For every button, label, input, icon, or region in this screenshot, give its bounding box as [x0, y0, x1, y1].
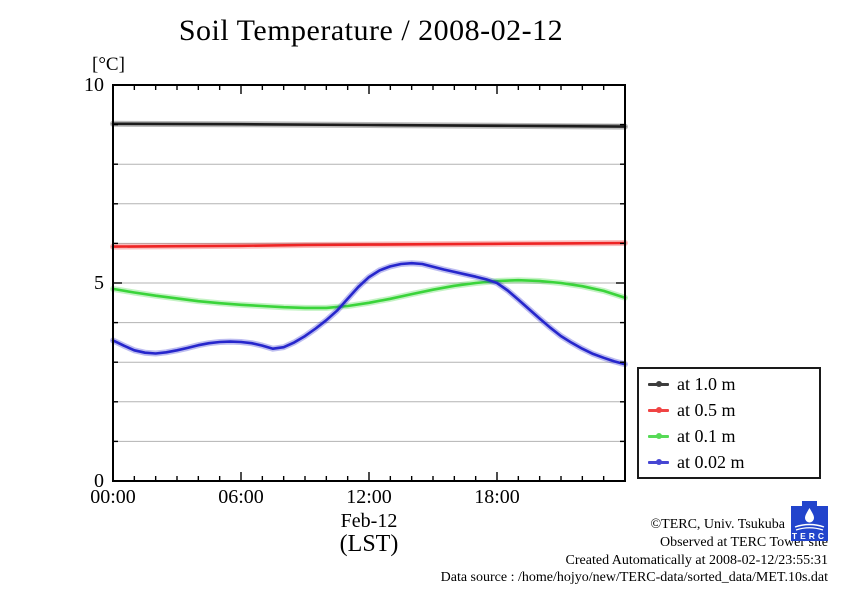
x-axis-timezone-label: (LST)	[339, 531, 399, 557]
x-axis-date-label: Feb-12	[340, 510, 398, 532]
x-tick-label-0600: 06:00	[218, 486, 264, 508]
chart-title: Soil Temperature / 2008-02-12	[178, 14, 564, 47]
footer-copyright: ©TERC, Univ. Tsukuba	[650, 517, 786, 532]
legend-row: at 1.0 m	[639, 375, 819, 393]
legend-label: at 0.02 m	[677, 452, 745, 472]
x-tick-label-1800: 18:00	[474, 486, 520, 508]
legend-row: at 0.02 m	[639, 453, 819, 471]
legend-marker-1.0m-icon	[648, 381, 669, 387]
legend-marker-0.5m-icon	[648, 407, 669, 413]
legend-label: at 0.1 m	[677, 426, 736, 446]
x-tick-label-0000: 00:00	[90, 486, 136, 508]
footer-datasource: Data source : /home/hojyo/new/TERC-data/…	[440, 570, 828, 585]
legend-row: at 0.5 m	[639, 401, 819, 419]
terc-logo: TERC	[791, 501, 828, 541]
legend-row: at 0.1 m	[639, 427, 819, 445]
y-tick-label-5: 5	[94, 272, 104, 294]
y-tick-label-0: 0	[94, 470, 104, 492]
y-axis-unit-label: [°C]	[92, 54, 125, 75]
legend-label: at 1.0 m	[677, 374, 736, 394]
y-tick-label-10: 10	[84, 74, 104, 96]
legend-marker-0.1m-icon	[648, 433, 669, 439]
x-tick-label-1200: 12:00	[346, 486, 392, 508]
legend-marker-0.02m-icon	[648, 459, 669, 465]
terc-logo-text: TERC	[792, 531, 827, 541]
footer-created: Created Automatically at 2008-02-12/23:5…	[565, 553, 828, 568]
legend-label: at 0.5 m	[677, 400, 736, 420]
legend: at 1.0 m at 0.5 m at 0.1 m at 0.02 m	[637, 367, 821, 479]
